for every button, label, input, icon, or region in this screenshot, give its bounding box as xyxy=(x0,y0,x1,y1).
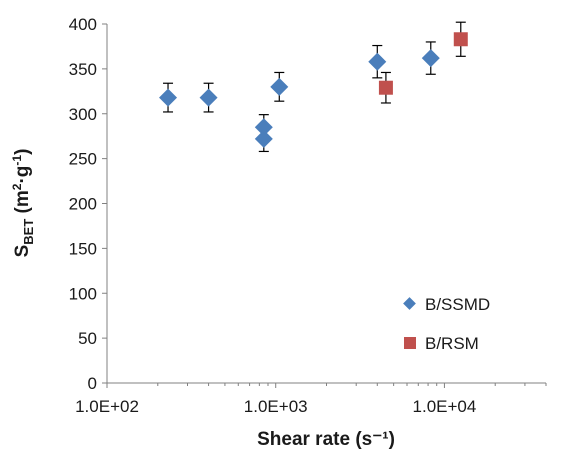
data-markers xyxy=(159,32,468,148)
x-tick-label: 1.0E+03 xyxy=(244,397,308,416)
data-point-b-ssmd xyxy=(199,88,218,107)
y-tick-label: 300 xyxy=(69,105,97,124)
y-tick-label: 100 xyxy=(69,284,97,303)
legend-label-b-rsm: B/RSM xyxy=(425,334,479,353)
data-point-b-ssmd xyxy=(270,77,289,96)
y-axis-ticks: 0 50 100 150 200 250 300 350 400 xyxy=(69,15,107,393)
y-tick-label: 250 xyxy=(69,150,97,169)
y-tick-label: 50 xyxy=(78,329,97,348)
y-axis-title-mid: ·g xyxy=(12,166,33,184)
x-tick-label: 1.0E+02 xyxy=(75,397,139,416)
x-tick-label: 1.0E+04 xyxy=(413,397,477,416)
y-tick-label: 200 xyxy=(69,195,97,214)
data-point-b-ssmd xyxy=(368,52,387,71)
error-bars xyxy=(163,21,466,153)
data-point-b-rsm xyxy=(453,32,468,47)
y-axis-title-unit: (m xyxy=(12,190,33,219)
data-point-b-ssmd xyxy=(159,88,178,107)
legend-item-b-ssmd: B/SSMD xyxy=(403,295,490,314)
legend: B/SSMD B/RSM xyxy=(403,295,490,353)
y-axis-title-close: ) xyxy=(12,149,33,155)
y-axis-title-sup2: -1 xyxy=(10,155,24,166)
y-axis-title-sub: BET xyxy=(21,219,36,245)
y-axis-title-sup1: 2 xyxy=(10,183,24,190)
y-axis-title: SBET (m2·g-1) xyxy=(10,149,36,258)
legend-label-b-ssmd: B/SSMD xyxy=(425,295,490,314)
x-axis-title: Shear rate (s⁻¹) xyxy=(257,429,395,450)
data-point-b-ssmd xyxy=(254,129,273,148)
x-axis-ticks: 1.0E+02 1.0E+03 1.0E+04 xyxy=(75,383,547,416)
y-tick-label: 0 xyxy=(88,374,97,393)
legend-marker-b-ssmd xyxy=(403,297,416,310)
data-point-b-rsm xyxy=(378,80,393,95)
data-point-b-ssmd xyxy=(254,118,273,137)
legend-marker-b-rsm xyxy=(404,337,416,349)
legend-item-b-rsm: B/RSM xyxy=(404,334,479,353)
y-axis-title-base: S xyxy=(12,245,33,258)
data-point-b-ssmd xyxy=(421,49,440,68)
y-tick-label: 400 xyxy=(69,15,97,34)
y-tick-label: 150 xyxy=(69,239,97,258)
y-tick-label: 350 xyxy=(69,60,97,79)
